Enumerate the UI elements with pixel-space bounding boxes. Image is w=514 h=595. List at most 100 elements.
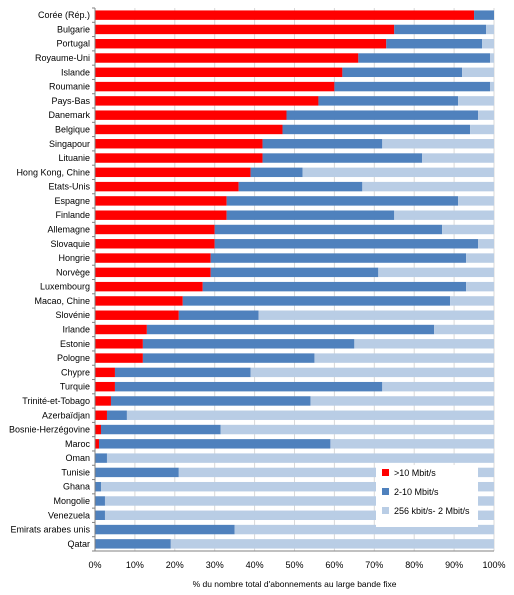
bar-segment-series-1 bbox=[95, 24, 395, 35]
bar-segment-series-3 bbox=[478, 110, 494, 120]
category-label: Tunisie bbox=[61, 467, 90, 477]
category-label: Royaume-Uni bbox=[35, 53, 90, 63]
bar-segment-series-3 bbox=[250, 367, 494, 378]
bar-segment-series-2 bbox=[98, 439, 331, 449]
bar-segment-series-1 bbox=[95, 296, 183, 306]
category-label: Trinité-et-Tobago bbox=[22, 396, 90, 406]
bar-segment-series-2 bbox=[106, 410, 127, 420]
bar-segment-series-1 bbox=[95, 339, 143, 349]
category-label: Slovaquie bbox=[50, 239, 90, 249]
bar-segment-series-2 bbox=[238, 181, 363, 192]
bar-segment-series-2 bbox=[202, 281, 467, 292]
category-label: Hongrie bbox=[58, 253, 90, 263]
category-label: Roumanie bbox=[49, 82, 90, 92]
x-tick-label: 100% bbox=[482, 560, 505, 570]
bar-segment-series-2 bbox=[342, 67, 463, 78]
bar-segment-series-2 bbox=[334, 81, 491, 92]
bar-segment-series-2 bbox=[262, 153, 423, 163]
bar-segment-series-2 bbox=[182, 296, 451, 306]
bar-segment-series-1 bbox=[95, 253, 211, 263]
bar-segment-series-1 bbox=[95, 381, 115, 392]
bar-segment-series-3 bbox=[490, 53, 494, 63]
bar-segment-series-1 bbox=[95, 124, 283, 135]
bar-segment-series-2 bbox=[142, 339, 355, 349]
bar-segment-series-2 bbox=[95, 539, 171, 549]
category-label: Portugal bbox=[56, 39, 90, 49]
axes bbox=[92, 7, 494, 552]
bar-segment-series-3 bbox=[486, 24, 494, 35]
bar-segment-series-3 bbox=[478, 239, 494, 249]
bar-segment-series-3 bbox=[466, 253, 494, 263]
bar-segment-series-2 bbox=[226, 210, 395, 220]
x-tick-labels: 0% 10% 20% 30% 40% 50% 60% 70% 80% 90% 100% bbox=[88, 560, 505, 570]
bar-segment-series-2 bbox=[95, 467, 179, 478]
bar-segment-series-3 bbox=[382, 381, 494, 392]
bar-segment-series-1 bbox=[95, 310, 179, 320]
x-tick-label: 80% bbox=[405, 560, 423, 570]
category-label: Danemark bbox=[48, 110, 90, 120]
bar-segment-series-1 bbox=[95, 67, 343, 78]
bar-segment-series-2 bbox=[100, 424, 221, 435]
bar-segment-series-1 bbox=[95, 439, 99, 449]
x-axis-title: % du nombre total d'abonnements au large… bbox=[193, 579, 397, 589]
category-label: Belgique bbox=[55, 124, 90, 134]
legend-swatch bbox=[382, 469, 389, 476]
bar-segment-series-3 bbox=[450, 296, 494, 306]
category-label: Maroc bbox=[65, 439, 91, 449]
bar-segment-series-2 bbox=[386, 39, 483, 49]
bar-segment-series-1 bbox=[95, 210, 227, 220]
bar-segment-series-2 bbox=[262, 139, 383, 149]
bars bbox=[95, 10, 495, 549]
category-label: Etats-Unis bbox=[48, 182, 90, 192]
bar-segment-series-1 bbox=[95, 167, 251, 178]
category-label: Estonie bbox=[60, 339, 90, 349]
bar-segment-series-1 bbox=[95, 139, 263, 149]
bar-segment-series-3 bbox=[482, 39, 494, 49]
bar-segment-series-2 bbox=[282, 124, 471, 135]
bar-segment-series-3 bbox=[462, 67, 494, 78]
legend-box bbox=[376, 465, 478, 527]
bar-segment-series-2 bbox=[95, 510, 105, 520]
category-label: Qatar bbox=[67, 539, 90, 549]
bar-segment-series-1 bbox=[95, 324, 147, 335]
bar-segment-series-2 bbox=[214, 224, 443, 235]
bar-segment-series-3 bbox=[378, 267, 494, 278]
bar-segment-series-1 bbox=[95, 424, 101, 435]
legend-entry: 256 kbit/s- 2 Mbit/s bbox=[394, 506, 470, 516]
bar-segment-series-2 bbox=[358, 53, 491, 63]
bar-segment-series-1 bbox=[95, 281, 203, 292]
bar-segment-series-2 bbox=[95, 524, 235, 535]
bar-segment-series-3 bbox=[470, 124, 494, 135]
x-tick-label: 70% bbox=[365, 560, 383, 570]
category-label: Finlande bbox=[55, 210, 90, 220]
bar-segment-series-1 bbox=[95, 53, 359, 63]
bar-segment-series-3 bbox=[302, 167, 494, 178]
category-label: Allemagne bbox=[47, 224, 90, 234]
bar-segment-series-1 bbox=[95, 10, 475, 20]
category-label: Macao, Chine bbox=[34, 296, 90, 306]
bar-segment-series-3 bbox=[458, 196, 494, 206]
bar-segment-series-2 bbox=[114, 381, 383, 392]
bar-segment-series-3 bbox=[330, 439, 494, 449]
bar-segment-series-1 bbox=[95, 224, 215, 235]
bar-segment-series-1 bbox=[95, 367, 115, 378]
category-label: Luxembourg bbox=[40, 282, 90, 292]
bar-segment-series-3 bbox=[466, 281, 494, 292]
category-label: Ghana bbox=[63, 482, 90, 492]
bar-segment-series-2 bbox=[394, 24, 487, 35]
bar-segment-series-1 bbox=[95, 181, 239, 192]
bar-segment-series-1 bbox=[95, 239, 215, 249]
bar-segment-series-1 bbox=[95, 267, 211, 278]
bar-segment-series-1 bbox=[95, 396, 111, 406]
legend-swatch bbox=[382, 507, 389, 514]
bar-segment-series-1 bbox=[95, 110, 287, 120]
bar-segment-series-2 bbox=[95, 453, 107, 463]
legend-swatch bbox=[382, 488, 389, 495]
bar-segment-series-1 bbox=[95, 96, 319, 106]
bar-segment-series-2 bbox=[214, 239, 479, 249]
bar-segment-series-2 bbox=[95, 496, 105, 506]
legend-entry: 2-10 Mbit/s bbox=[394, 487, 439, 497]
bar-segment-series-3 bbox=[434, 324, 494, 335]
bar-segment-series-3 bbox=[104, 496, 494, 506]
